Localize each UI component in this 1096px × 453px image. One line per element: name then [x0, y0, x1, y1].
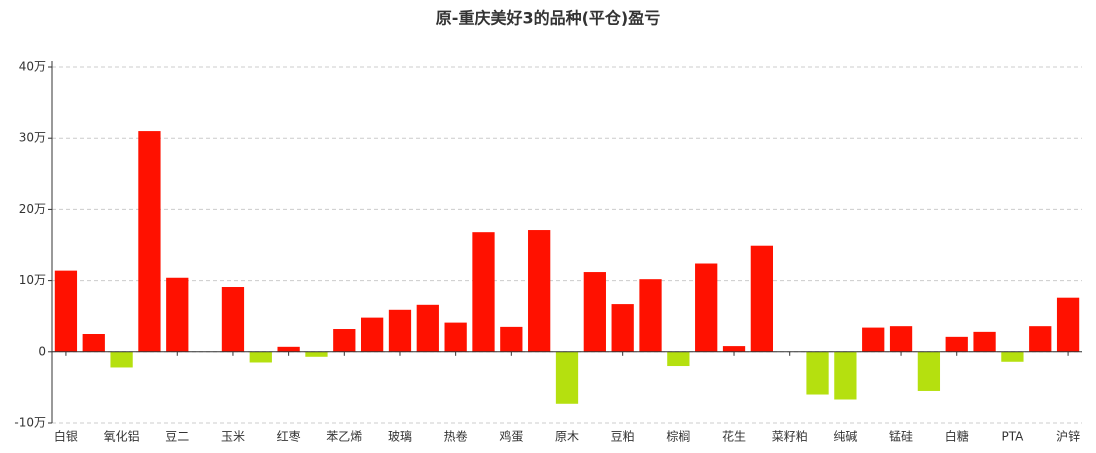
x-tick-label: 热卷: [444, 429, 468, 444]
bar: [528, 230, 551, 352]
bar: [945, 336, 968, 352]
y-tick-label: 40万: [19, 60, 46, 74]
x-tick-label: 花生: [722, 429, 746, 444]
x-tick-label: PTA: [1001, 430, 1024, 444]
y-tick-label: 30万: [19, 131, 46, 145]
bar: [110, 351, 133, 368]
bar: [1056, 297, 1080, 352]
bar: [639, 279, 662, 352]
x-tick-label: 棕榈: [666, 429, 690, 444]
bar: [221, 287, 245, 352]
x-tick-label: 白糖: [945, 429, 969, 444]
x-tick-label: 豆粕: [611, 429, 635, 444]
bar: [388, 309, 412, 352]
bar: [722, 346, 746, 352]
bar: [444, 322, 467, 352]
x-tick-label: 玻璃: [388, 430, 412, 444]
bar: [277, 346, 300, 352]
chart-title: 原-重庆美好3的品种(平仓)盈亏: [436, 9, 660, 28]
y-tick-label: 20万: [19, 202, 46, 216]
bar: [166, 277, 189, 352]
bar: [695, 263, 718, 352]
bar: [889, 326, 913, 352]
bar: [806, 351, 829, 395]
x-tick-label: 纯碱: [833, 430, 857, 444]
y-tick-label: 0: [38, 344, 46, 358]
x-tick-label: 白银: [54, 429, 78, 444]
bar: [917, 351, 941, 391]
x-tick-label: 苯乙烯: [326, 430, 362, 444]
x-tick-label: 氧化铝: [104, 429, 140, 444]
bar: [500, 326, 523, 352]
x-tick-label: 原木: [555, 430, 579, 444]
bar: [973, 331, 996, 352]
bar: [361, 317, 384, 352]
bar: [305, 351, 328, 357]
bar: [54, 270, 78, 352]
bar: [862, 327, 885, 352]
bar: [583, 272, 606, 352]
x-tick-label: 菜籽粕: [772, 429, 808, 444]
y-tick-label: 10万: [19, 273, 46, 287]
bar: [333, 329, 356, 352]
x-tick-label: 鸡蛋: [499, 429, 523, 444]
y-tick-label: -10万: [14, 416, 46, 430]
bar: [1001, 351, 1024, 362]
x-tick-label: 锰硅: [889, 429, 913, 444]
bar: [834, 351, 857, 400]
x-tick-label: 沪锌: [1056, 430, 1080, 444]
x-tick-label: 红枣: [277, 429, 301, 444]
bar: [611, 304, 634, 352]
bar: [82, 334, 105, 352]
x-tick-label: 玉米: [221, 430, 245, 444]
bar: [750, 245, 773, 352]
x-tick-label: 豆二: [165, 430, 189, 444]
bar: [1029, 326, 1052, 352]
bar: [667, 351, 690, 367]
bar: [416, 304, 439, 352]
bar: [249, 351, 272, 363]
bar: [472, 232, 495, 352]
bar: [555, 351, 579, 404]
bar: [138, 131, 161, 352]
